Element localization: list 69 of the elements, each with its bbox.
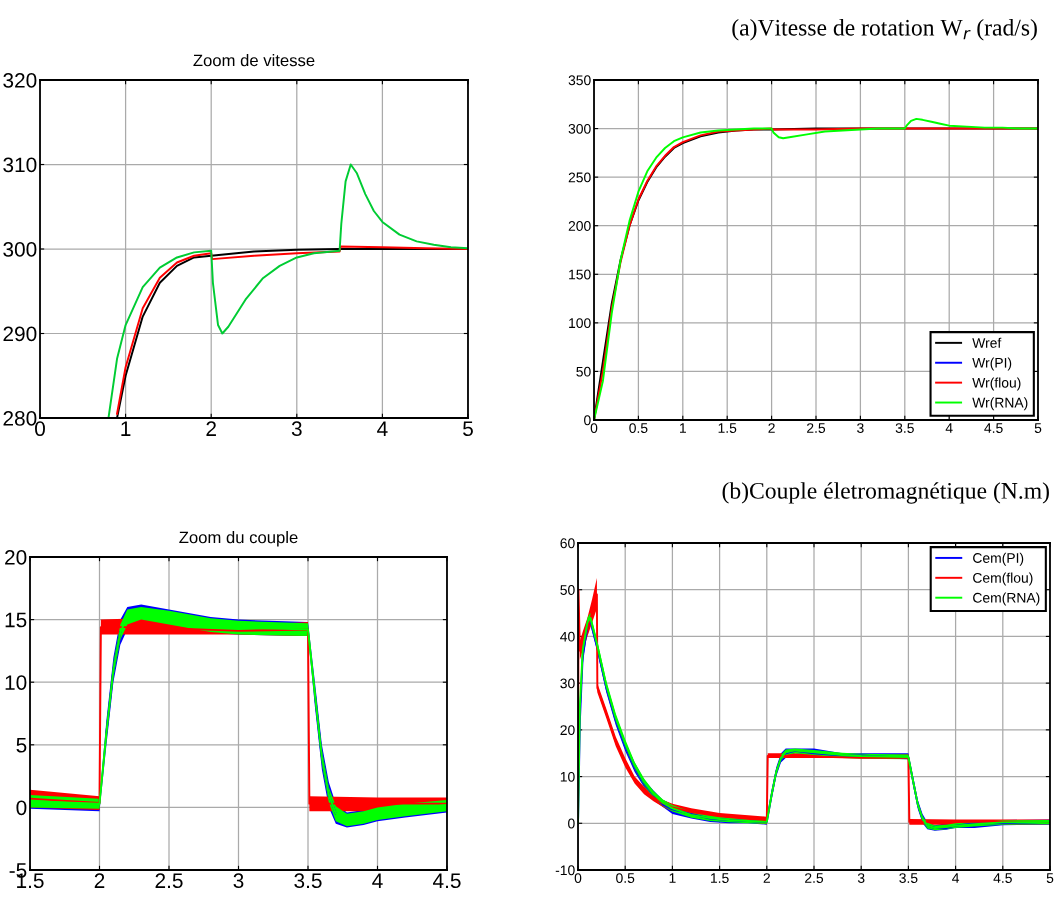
- x-tick-label: 0.5: [629, 423, 648, 433]
- x-tick-label: 5: [1034, 423, 1042, 433]
- x-tick-label: 1: [680, 423, 686, 433]
- x-tick-label: 1: [121, 421, 131, 436]
- y-tick-label: 50: [560, 585, 575, 595]
- y-tick-label: 20: [5, 550, 27, 565]
- x-tick-label: 0.5: [616, 873, 635, 883]
- x-tick-label: 3: [233, 873, 244, 889]
- chart-title: (b)Couple életromagnétique (N.m): [722, 482, 1049, 504]
- y-tick-label: 10: [5, 675, 27, 690]
- y-tick-label: 350: [568, 75, 591, 86]
- y-tick-label: 5: [16, 738, 27, 753]
- x-tick-label: 3.5: [294, 873, 322, 889]
- legend-label: Cem(PI): [973, 552, 1024, 566]
- chart-title: Zoom du couple: [179, 531, 298, 547]
- x-tick-label: 4: [372, 873, 383, 888]
- x-tick-label: 1.5: [718, 423, 737, 433]
- y-tick-label: 20: [560, 725, 575, 736]
- x-tick-label: 2.5: [155, 873, 183, 889]
- y-tick-label: 0: [16, 800, 27, 816]
- x-tick-label: 4.5: [433, 873, 461, 889]
- y-tick-label: 30: [560, 678, 575, 689]
- x-tick-label: 3: [291, 421, 302, 437]
- x-tick-label: 1: [669, 873, 676, 883]
- line-series: [107, 163, 468, 418]
- chart-title: (a)Vitesse de rotation W$_{r}$ (rad/s): [732, 19, 1037, 41]
- x-tick-label: 2: [206, 421, 216, 436]
- x-tick-label: 2: [768, 423, 775, 433]
- y-tick-label: 200: [568, 221, 591, 231]
- x-tick-label: 3.5: [899, 873, 918, 883]
- x-tick-label: 4.5: [984, 423, 1003, 433]
- legend-label: Wr(RNA): [972, 397, 1028, 411]
- y-tick-label: 310: [3, 157, 37, 173]
- legend-label: Cem(flou): [973, 572, 1033, 586]
- x-tick-label: 3: [857, 423, 864, 433]
- y-tick-label: 150: [569, 269, 591, 280]
- x-tick-label: 2.5: [807, 423, 826, 433]
- legend-label: Wr(PI): [972, 357, 1012, 371]
- legend-label: Wref: [972, 337, 1002, 348]
- y-tick-label: 290: [3, 326, 37, 342]
- legend-label: Cem(RNA): [973, 592, 1040, 606]
- x-tick-label: 3.5: [895, 423, 914, 433]
- x-tick-label: 1.5: [711, 873, 729, 883]
- x-tick-label: 2: [94, 873, 105, 888]
- x-tick-label: 4: [377, 421, 388, 436]
- x-tick-label: 2: [763, 873, 770, 883]
- y-tick-label: 250: [568, 172, 591, 183]
- x-tick-label: 3: [857, 873, 865, 883]
- x-tick-label: 4.5: [993, 873, 1012, 883]
- y-tick-label: 60: [560, 538, 575, 549]
- y-tick-label: 15: [5, 612, 27, 628]
- x-tick-label: 0: [590, 423, 598, 433]
- y-tick-label: 50: [576, 366, 591, 377]
- y-tick-label: 0: [568, 818, 575, 829]
- y-tick-label: 10: [560, 771, 575, 782]
- y-tick-label: 40: [560, 631, 575, 642]
- y-tick-label: 280: [3, 411, 37, 426]
- x-tick-label: 4: [945, 423, 953, 433]
- y-tick-label: 320: [3, 73, 37, 88]
- x-tick-label: 4: [952, 873, 960, 883]
- legend-label: Wr(flou): [972, 377, 1021, 391]
- y-tick-label: 300: [3, 242, 37, 257]
- y-tick-label: -10: [555, 865, 575, 876]
- chart-title: Zoom de vitesse: [193, 54, 315, 67]
- y-tick-label: 100: [569, 318, 591, 329]
- x-tick-label: 5: [463, 421, 473, 437]
- x-tick-label: 2.5: [805, 873, 824, 883]
- x-tick-label: 5: [1046, 873, 1054, 883]
- y-tick-label: 300: [568, 123, 591, 134]
